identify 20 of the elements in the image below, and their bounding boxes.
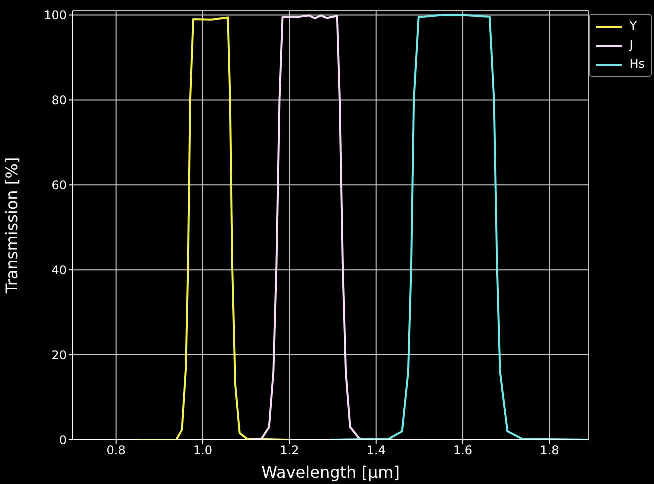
y-tick-label: 80 bbox=[52, 93, 67, 108]
x-axis-title: Wavelength [µm] bbox=[262, 463, 400, 482]
y-axis-title: Transmission [%] bbox=[2, 157, 22, 295]
x-tick-label: 1.2 bbox=[280, 444, 300, 458]
x-tick-label: 1.0 bbox=[193, 444, 213, 458]
line-series bbox=[136, 16, 290, 440]
x-tick-label: 1.8 bbox=[540, 444, 560, 458]
legend-label: Hs bbox=[630, 56, 645, 73]
legend-label: Y bbox=[630, 18, 638, 35]
line-series bbox=[249, 14, 420, 440]
y-tick-label: 100 bbox=[44, 8, 67, 23]
line-series bbox=[330, 14, 589, 440]
x-tick-label: 1.4 bbox=[366, 444, 386, 458]
y-tick-label: 60 bbox=[52, 178, 67, 192]
y-tick-label: 20 bbox=[52, 348, 67, 362]
legend-label: J bbox=[630, 37, 634, 54]
y-tick-label: 0 bbox=[59, 433, 67, 448]
x-tick-label: 1.6 bbox=[453, 444, 473, 458]
x-tick-label: 0.8 bbox=[106, 444, 126, 458]
y-tick-label: 40 bbox=[52, 263, 67, 278]
